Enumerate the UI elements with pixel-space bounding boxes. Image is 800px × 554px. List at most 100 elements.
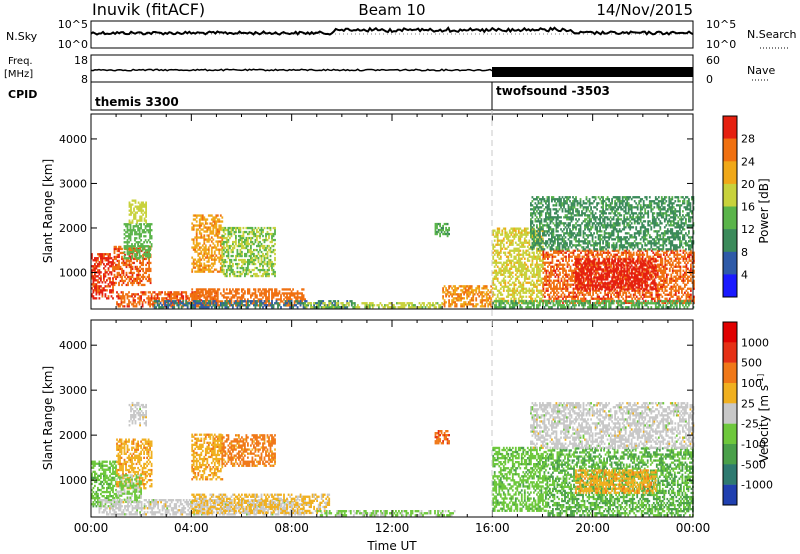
data-cell	[244, 292, 246, 295]
data-cell	[112, 281, 114, 284]
data-cell	[201, 228, 204, 231]
data-cell	[658, 281, 661, 284]
data-cell	[213, 234, 216, 237]
data-cell	[131, 253, 134, 257]
data-cell	[247, 292, 249, 295]
data-cell	[117, 293, 120, 296]
data-cell	[268, 234, 270, 238]
data-cell	[490, 289, 493, 292]
data-cell	[495, 233, 498, 236]
data-cell	[511, 229, 514, 232]
data-cell	[610, 265, 612, 268]
data-cell	[213, 222, 216, 225]
data-cell	[443, 285, 446, 288]
data-cell	[118, 267, 120, 271]
data-cell	[125, 247, 127, 250]
data-cell	[519, 227, 522, 230]
data-cell	[556, 283, 558, 286]
data-cell	[668, 297, 671, 300]
data-cell	[514, 255, 517, 258]
data-cell	[221, 258, 224, 262]
data-cell	[272, 244, 275, 248]
data-cell	[138, 229, 141, 232]
data-cell	[271, 264, 273, 268]
data-cell	[195, 264, 198, 267]
data-cell	[132, 251, 135, 254]
data-cell	[271, 262, 273, 266]
data-cell	[203, 238, 206, 241]
data-cell	[254, 272, 257, 276]
data-cell	[508, 243, 511, 246]
data-cell	[225, 300, 228, 303]
data-cell	[641, 255, 644, 258]
data-cell	[232, 246, 234, 250]
data-cell	[293, 296, 296, 299]
data-cell	[461, 291, 464, 294]
data-cell	[203, 266, 206, 269]
data-cell	[433, 304, 436, 307]
data-cell	[126, 305, 129, 308]
data-cell	[146, 261, 149, 265]
data-cell	[568, 257, 570, 260]
data-cell	[147, 225, 150, 228]
nave-block	[492, 67, 693, 77]
data-cell	[508, 239, 511, 242]
data-cell	[229, 244, 231, 248]
data-cell	[194, 244, 197, 247]
data-cell	[502, 281, 505, 284]
data-cell	[204, 302, 207, 305]
data-cell	[278, 302, 281, 305]
data-cell	[458, 293, 461, 296]
data-cell	[262, 296, 264, 299]
data-cell	[242, 234, 245, 238]
data-cell	[222, 270, 225, 274]
data-cell	[307, 304, 309, 307]
data-cell	[245, 254, 248, 258]
data-cell	[219, 248, 222, 251]
data-cell	[210, 298, 213, 301]
data-cell	[542, 289, 545, 292]
data-cell	[147, 239, 150, 242]
data-cell	[200, 262, 203, 265]
data-cell	[507, 275, 510, 278]
data-cell	[170, 299, 173, 302]
data-cell	[495, 261, 498, 264]
data-cell	[98, 255, 101, 258]
data-cell	[254, 292, 257, 295]
data-cell	[510, 293, 513, 296]
data-cell	[122, 293, 124, 296]
data-cell	[251, 240, 254, 244]
data-cell	[174, 295, 177, 298]
data-cell	[107, 297, 110, 300]
data-cell	[507, 271, 510, 274]
data-cell	[142, 269, 144, 273]
data-cell	[265, 288, 267, 291]
data-cell	[553, 293, 555, 296]
data-cell	[238, 302, 240, 305]
data-cell	[544, 267, 546, 270]
data-cell	[406, 302, 409, 305]
data-cell	[557, 259, 560, 262]
data-cell	[131, 211, 134, 214]
data-cell	[222, 302, 225, 305]
data-cell	[200, 299, 203, 302]
data-cell	[511, 265, 514, 268]
data-cell	[118, 259, 120, 263]
data-cell	[455, 289, 458, 292]
data-cell	[438, 304, 440, 307]
data-cell	[458, 285, 461, 288]
data-cell	[146, 269, 149, 273]
data-cell	[112, 279, 114, 282]
data-cell	[115, 277, 117, 281]
data-cell	[216, 292, 219, 295]
data-cell	[493, 229, 496, 232]
data-cell	[139, 209, 141, 212]
data-cell	[216, 230, 219, 233]
data-cell	[216, 248, 219, 251]
data-cell	[525, 229, 528, 232]
data-cell	[137, 205, 140, 208]
data-cell	[257, 274, 260, 278]
data-cell	[140, 217, 143, 220]
data-cell	[251, 226, 254, 230]
data-cell	[128, 223, 130, 226]
